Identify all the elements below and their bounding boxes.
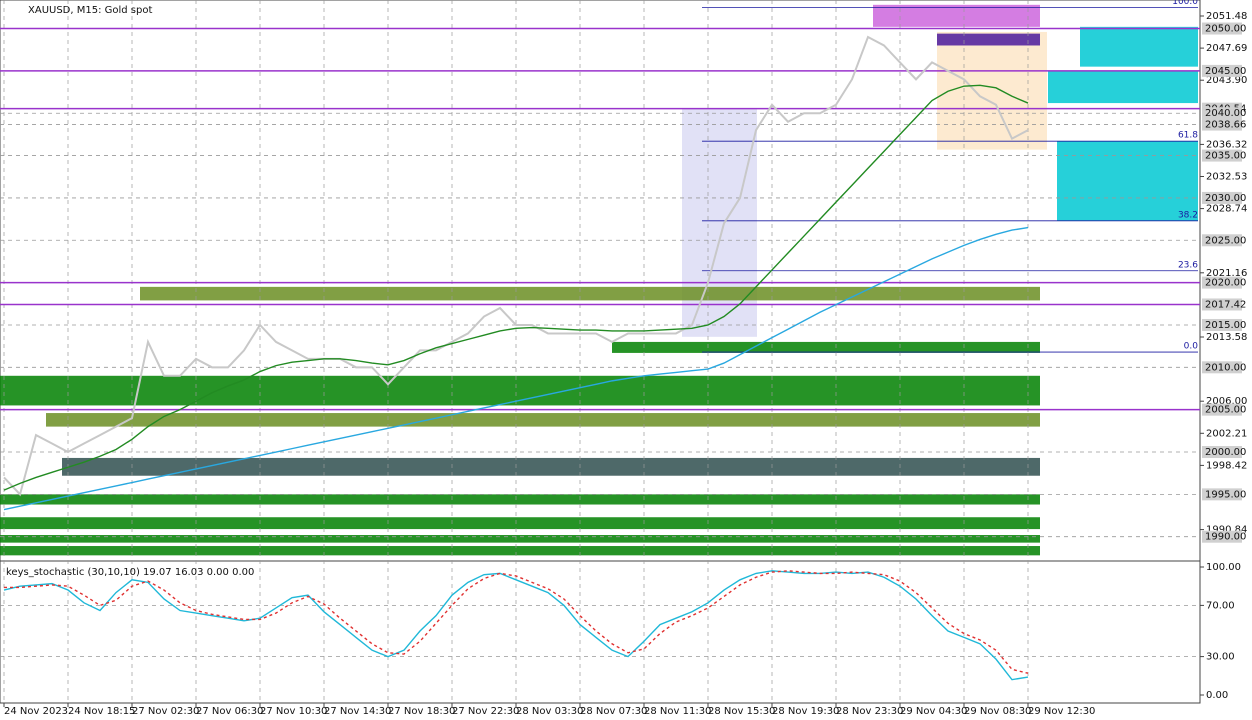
price-zone xyxy=(0,535,1040,543)
level-label: 2045.00 xyxy=(1205,66,1246,77)
level-label-box xyxy=(1202,191,1242,204)
x-tick-label: 27 Nov 10:30 xyxy=(260,706,327,717)
y-tick-label: 2002.21 xyxy=(1206,428,1247,439)
y-tick-label: 2047.69 xyxy=(1206,43,1247,54)
level-label-box xyxy=(1202,276,1242,289)
y-tick-label: 2051.48 xyxy=(1206,11,1247,22)
level-label-box xyxy=(1202,149,1242,162)
level-label: 2038.66 xyxy=(1205,120,1246,131)
x-tick-label: 29 Nov 04:30 xyxy=(900,706,967,717)
level-label-box xyxy=(1202,234,1242,247)
x-tick-label: 28 Nov 15:30 xyxy=(708,706,775,717)
x-tick-label: 27 Nov 14:30 xyxy=(324,706,391,717)
price-zone xyxy=(873,4,1040,27)
y-tick-label: 2043.90 xyxy=(1206,75,1247,86)
price-zone xyxy=(140,286,1040,301)
level-label-box xyxy=(1202,403,1242,416)
y-tick-label: 70.00 xyxy=(1206,600,1235,611)
price-zone xyxy=(0,494,1040,505)
x-tick-label: 27 Nov 22:30 xyxy=(452,706,519,717)
y-tick-label: 1990.84 xyxy=(1206,525,1247,536)
x-tick-label: 28 Nov 19:30 xyxy=(772,706,839,717)
level-label: 2010.00 xyxy=(1205,362,1246,373)
fib-label: 61.8 xyxy=(1178,131,1198,141)
x-tick-label: 24 Nov 18:15 xyxy=(68,706,135,717)
x-tick-label: 29 Nov 12:30 xyxy=(1028,706,1095,717)
price-zone xyxy=(1048,70,1198,104)
fib-label: 23.6 xyxy=(1178,260,1198,270)
x-tick-label: 28 Nov 23:30 xyxy=(836,706,903,717)
price-zone xyxy=(46,413,1040,427)
level-label: 2040.00 xyxy=(1205,108,1246,119)
fib-label: 100.0 xyxy=(1172,0,1198,7)
level-label: 2015.00 xyxy=(1205,320,1246,331)
y-tick-label: 100.00 xyxy=(1206,562,1241,573)
x-tick-label: 24 Nov 2023 xyxy=(4,706,68,717)
y-tick-label: 2036.32 xyxy=(1206,139,1247,150)
indicator-title: keys_stochastic (30,10,10) 19.07 16.03 0… xyxy=(6,567,254,578)
price-zone xyxy=(1057,141,1198,221)
level-label-box xyxy=(1202,298,1242,311)
level-label: 2017.42 xyxy=(1205,299,1246,310)
level-label: 2050.00 xyxy=(1205,24,1246,35)
level-label-box xyxy=(1202,488,1242,501)
level-label-box xyxy=(1202,22,1242,35)
level-label: 1995.00 xyxy=(1205,489,1246,500)
y-tick-label: 2028.74 xyxy=(1206,204,1247,215)
price-zone xyxy=(937,31,1047,150)
series-line xyxy=(3,226,1029,511)
y-tick-label: 2021.16 xyxy=(1206,268,1247,279)
level-label-box xyxy=(1202,318,1242,331)
x-tick-label: 29 Nov 08:30 xyxy=(964,706,1031,717)
chart-title: XAUUSD, M15: Gold spot xyxy=(28,5,152,16)
level-label: 1990.00 xyxy=(1205,532,1246,543)
y-tick-label: 0.00 xyxy=(1206,690,1228,701)
y-tick-label: 2013.58 xyxy=(1206,332,1247,343)
x-tick-label: 27 Nov 18:30 xyxy=(388,706,455,717)
x-tick-label: 28 Nov 11:30 xyxy=(644,706,711,717)
level-label: 2000.00 xyxy=(1205,447,1246,458)
price-zone xyxy=(682,109,757,337)
level-label: 2030.00 xyxy=(1205,193,1246,204)
level-label-box xyxy=(1202,361,1242,374)
price-zone xyxy=(937,33,1040,46)
price-zone xyxy=(62,457,1040,476)
price-zone xyxy=(0,517,1040,530)
level-label-box xyxy=(1202,446,1242,459)
price-zone xyxy=(1080,26,1198,67)
level-label: 2020.00 xyxy=(1205,278,1246,289)
fib-label: 0.0 xyxy=(1184,342,1199,352)
x-tick-label: 27 Nov 02:30 xyxy=(132,706,199,717)
series-line xyxy=(3,84,1029,491)
x-tick-label: 28 Nov 07:30 xyxy=(580,706,647,717)
level-label-box xyxy=(1202,64,1242,77)
price-zone xyxy=(0,546,1040,556)
y-tick-label: 1998.42 xyxy=(1206,460,1247,471)
y-tick-label: 2006.00 xyxy=(1206,396,1247,407)
level-label: 2035.00 xyxy=(1205,151,1246,162)
level-label: 2025.00 xyxy=(1205,235,1246,246)
level-label-box xyxy=(1202,118,1242,131)
x-tick-label: 27 Nov 06:30 xyxy=(196,706,263,717)
level-label: 2005.00 xyxy=(1205,405,1246,416)
fib-label: 38.2 xyxy=(1178,210,1198,220)
price-zone xyxy=(612,341,1040,353)
x-tick-label: 28 Nov 03:30 xyxy=(516,706,583,717)
level-label-box xyxy=(1202,530,1242,543)
level-label-box xyxy=(1202,107,1242,120)
series-line xyxy=(3,35,1029,497)
y-tick-label: 2032.53 xyxy=(1206,172,1247,183)
y-tick-label: 30.00 xyxy=(1206,652,1235,663)
series-line xyxy=(4,570,1029,674)
